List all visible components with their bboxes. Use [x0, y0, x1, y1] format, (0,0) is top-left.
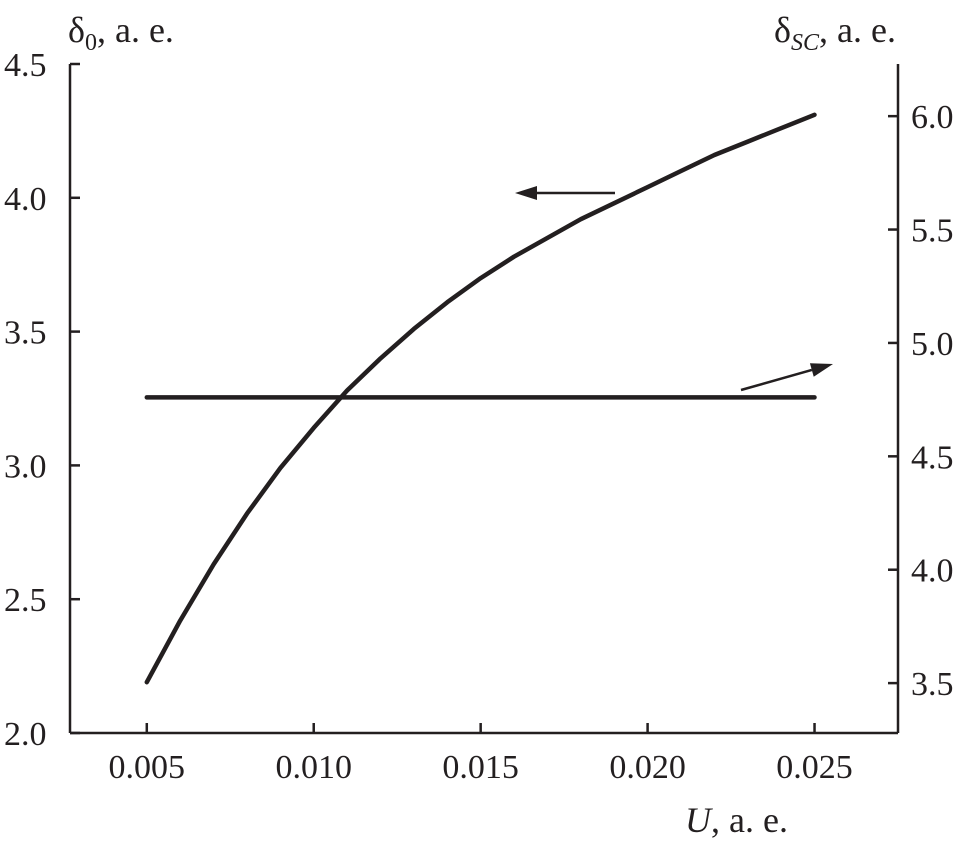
y-left-title-sub: 0 [85, 30, 97, 56]
y-right-tick-label: 4.5 [911, 439, 954, 476]
y-right-title-sub: SC [791, 30, 820, 56]
y-left-title-rest: , a. e. [97, 10, 174, 50]
x-tick-label: 0.015 [442, 749, 519, 786]
axes [68, 64, 900, 735]
x-tick-label: 0.010 [275, 749, 352, 786]
x-title-var: U [685, 800, 713, 840]
x-tick-label: 0.020 [609, 749, 686, 786]
y-left-tick-label: 4.5 [4, 47, 47, 84]
y-right-tick-label: 6.0 [911, 99, 954, 136]
y-right-title-rest: , a. e. [819, 10, 896, 50]
y-left-axis-title: δ0, a. e. [68, 10, 174, 56]
x-tick-label: 0.025 [776, 749, 853, 786]
y-right-tick-label: 5.0 [911, 326, 954, 363]
arrow-to-right-axis [740, 363, 833, 392]
axis-arrows [515, 186, 833, 392]
series-line-left-axis [144, 112, 817, 685]
y-left-tick-label: 3.5 [4, 315, 47, 352]
y-left-tick-label: 2.0 [4, 716, 47, 753]
ticks: 0.005 0.010 0.015 0.020 0.025 2.0 2.5 3.0 3.5 4.0… [4, 47, 954, 786]
y-right-title-main: δ [774, 10, 791, 50]
arrow-to-left-axis [515, 186, 615, 200]
x-axis-title: U, a. e. [685, 800, 788, 840]
y-right-tick-label: 4.0 [911, 553, 954, 590]
x-tick-label: 0.005 [109, 749, 186, 786]
y-left-tick-label: 4.0 [4, 181, 47, 218]
y-right-tick-label: 3.5 [911, 666, 954, 703]
series [144, 112, 817, 685]
y-right-axis-title: δSC, a. e. [774, 10, 896, 56]
y-left-title-main: δ [68, 10, 85, 50]
x-title-rest: , a. e. [711, 800, 788, 840]
y-left-tick-label: 2.5 [4, 582, 47, 619]
y-right-tick-label: 5.5 [911, 213, 954, 250]
y-left-tick-label: 3.0 [4, 448, 47, 485]
